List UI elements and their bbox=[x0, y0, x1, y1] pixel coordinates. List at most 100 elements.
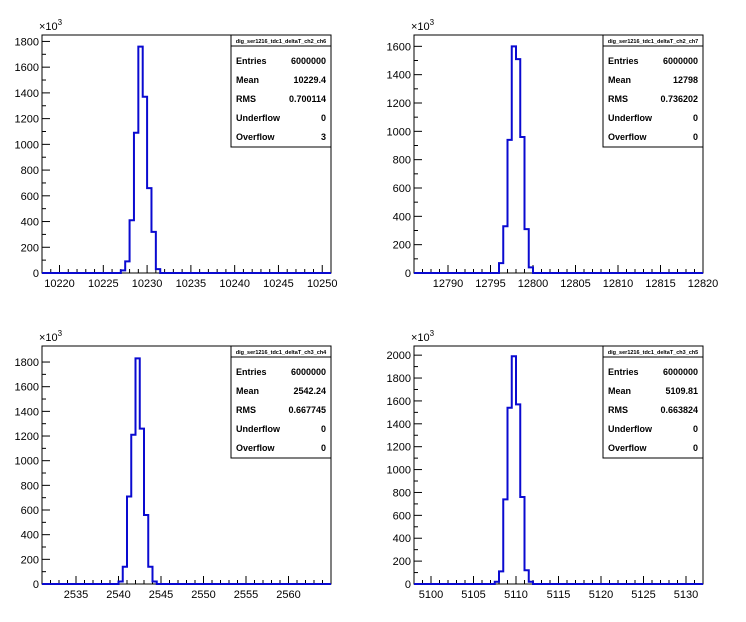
histogram-bin bbox=[529, 582, 533, 584]
histogram-bin bbox=[131, 435, 135, 584]
stats-value: 2542.24 bbox=[293, 386, 326, 396]
stats-box bbox=[602, 345, 704, 459]
stats-value: 10229.4 bbox=[293, 75, 326, 85]
y-tick-label: 1000 bbox=[387, 465, 411, 477]
stats-label: Overflow bbox=[608, 443, 648, 453]
stats-label: Overflow bbox=[236, 132, 276, 142]
histogram-bin bbox=[119, 582, 123, 584]
x-tick-label: 10240 bbox=[219, 278, 250, 290]
histogram-bin bbox=[499, 263, 503, 273]
y-tick-label: 1200 bbox=[15, 114, 39, 126]
histogram-bin bbox=[508, 408, 512, 584]
stats-value: 0 bbox=[693, 132, 698, 142]
histogram-outline bbox=[414, 45, 703, 274]
histogram-bin bbox=[136, 358, 140, 584]
histogram-bin bbox=[143, 97, 147, 273]
stats-title: dig_ser1216_tdc1_deltaT_ch3_ch4 bbox=[236, 350, 327, 356]
histogram-bin bbox=[503, 226, 507, 273]
stats-value: 0 bbox=[321, 443, 326, 453]
histogram-panel: 0 200 400 600 800 1000 1200 1400 1600 1800 10220 10… bbox=[15, 18, 338, 290]
histogram-bin bbox=[156, 269, 160, 273]
y-tick-label: 200 bbox=[21, 242, 39, 254]
x-tick-label: 12820 bbox=[688, 278, 719, 290]
y-tick-label: 1400 bbox=[15, 88, 39, 100]
histogram-bin bbox=[503, 499, 507, 584]
stats-label: Underflow bbox=[608, 113, 653, 123]
y-axis-exponent: ×103 bbox=[411, 18, 435, 33]
y-tick-label: 600 bbox=[21, 191, 39, 203]
x-tick-label: 12815 bbox=[645, 278, 676, 290]
y-tick-label: 200 bbox=[393, 240, 411, 252]
stats-label: Mean bbox=[608, 386, 631, 396]
stats-value: 6000000 bbox=[291, 56, 326, 66]
x-tick-label: 12805 bbox=[560, 278, 591, 290]
y-tick-label: 1600 bbox=[387, 41, 411, 53]
stats-label: Underflow bbox=[608, 424, 653, 434]
y-axis-exponent: ×103 bbox=[411, 329, 435, 344]
y-tick-label: 600 bbox=[393, 510, 411, 522]
stats-value: 12798 bbox=[673, 75, 698, 85]
y-tick-label: 400 bbox=[393, 211, 411, 223]
histogram-bin bbox=[520, 497, 524, 584]
y-tick-label: 1200 bbox=[387, 442, 411, 454]
y-tick-label: 800 bbox=[393, 155, 411, 167]
stats-value: 5109.81 bbox=[665, 386, 698, 396]
stats-label: RMS bbox=[236, 405, 256, 415]
histogram-bin bbox=[140, 429, 144, 584]
x-tick-label: 5130 bbox=[674, 589, 698, 601]
histogram-panel: 0 200 400 600 800 1000 1200 1400 1600 1800 2000 510… bbox=[387, 329, 704, 601]
y-tick-label: 1200 bbox=[15, 431, 39, 443]
histogram-outline bbox=[414, 355, 703, 585]
stats-title: dig_ser1216_tdc1_deltaT_ch2_ch6 bbox=[236, 39, 327, 45]
y-tick-label: 0 bbox=[33, 268, 39, 280]
x-tick-label: 10220 bbox=[44, 278, 75, 290]
y-tick-label: 800 bbox=[21, 480, 39, 492]
histogram-bin bbox=[147, 188, 151, 273]
x-tick-label: 5120 bbox=[589, 589, 613, 601]
y-tick-label: 0 bbox=[33, 579, 39, 591]
stats-box bbox=[230, 345, 332, 459]
histogram-bin bbox=[508, 140, 512, 273]
x-tick-label: 2535 bbox=[64, 589, 88, 601]
histogram-bin bbox=[529, 267, 533, 273]
histogram-bin bbox=[138, 47, 142, 273]
stats-box bbox=[602, 34, 704, 148]
histogram-bin bbox=[516, 59, 520, 273]
y-axis-exponent: ×103 bbox=[39, 18, 63, 33]
x-tick-label: 2540 bbox=[106, 589, 130, 601]
stats-value: 0.700114 bbox=[289, 94, 326, 104]
y-tick-label: 1000 bbox=[387, 126, 411, 138]
y-tick-label: 0 bbox=[405, 579, 411, 591]
histogram-bin bbox=[512, 356, 516, 584]
histogram-bin bbox=[153, 582, 157, 584]
y-tick-label: 1600 bbox=[387, 396, 411, 408]
x-tick-label: 10225 bbox=[88, 278, 119, 290]
stats-value: 0 bbox=[693, 424, 698, 434]
histogram-bin bbox=[127, 496, 131, 584]
x-tick-label: 5125 bbox=[631, 589, 655, 601]
histogram-outline bbox=[42, 45, 331, 274]
x-tick-label: 5105 bbox=[461, 589, 485, 601]
x-tick-label: 5100 bbox=[419, 589, 443, 601]
y-tick-label: 1800 bbox=[15, 357, 39, 369]
y-tick-label: 1800 bbox=[387, 373, 411, 385]
y-tick-label: 1600 bbox=[15, 62, 39, 74]
x-tick-label: 2560 bbox=[276, 589, 300, 601]
stats-box bbox=[230, 34, 332, 148]
x-tick-label: 10250 bbox=[307, 278, 338, 290]
histogram-bin bbox=[125, 261, 129, 273]
stats-label: Mean bbox=[236, 386, 259, 396]
x-tick-label: 12795 bbox=[475, 278, 506, 290]
stats-label: Mean bbox=[608, 75, 631, 85]
x-tick-label: 5115 bbox=[547, 589, 571, 601]
y-axis-exponent: ×103 bbox=[39, 329, 63, 344]
stats-label: Overflow bbox=[608, 132, 648, 142]
histogram-bin bbox=[134, 133, 138, 273]
histogram-bin bbox=[123, 567, 127, 584]
histogram-bin bbox=[520, 137, 524, 273]
stats-label: Mean bbox=[236, 75, 259, 85]
histogram-bin bbox=[516, 404, 520, 584]
y-tick-label: 800 bbox=[21, 165, 39, 177]
x-tick-label: 12800 bbox=[518, 278, 549, 290]
histogram-bin bbox=[121, 270, 125, 273]
